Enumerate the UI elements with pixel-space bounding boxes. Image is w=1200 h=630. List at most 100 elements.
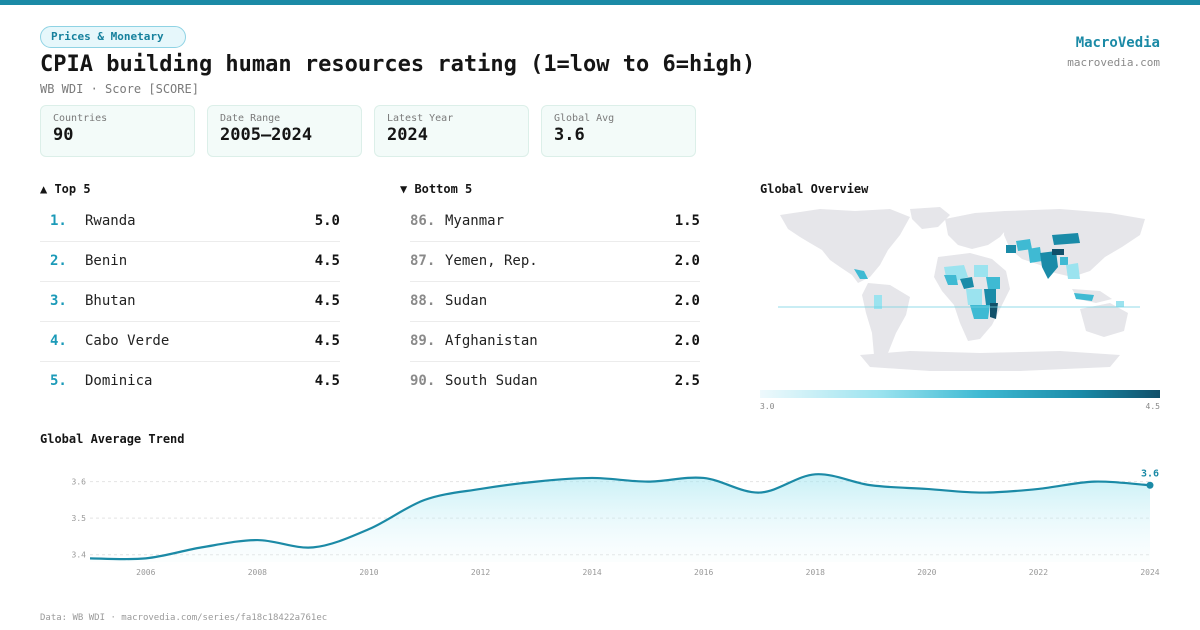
stat-value: 2024 bbox=[387, 125, 428, 145]
country-caucasus bbox=[1006, 245, 1016, 253]
footer-source: Data: WB WDI · macrovedia.com/series/fa1… bbox=[40, 613, 328, 623]
stat-card-countries: Countries 90 bbox=[40, 105, 195, 157]
x-tick-label: 2014 bbox=[582, 568, 601, 577]
list-item[interactable]: 5. Dominica 4.5 bbox=[40, 362, 340, 402]
y-tick-label: 3.4 bbox=[72, 551, 87, 560]
trend-chart: 3.43.53.6 3.6 2006 2008 2010 2012 2014 2016 20… bbox=[72, 468, 1160, 577]
country-ethiopia bbox=[986, 277, 1000, 289]
country-pacific-islands bbox=[1116, 301, 1124, 307]
top5-heading: ▲ Top 5 bbox=[40, 182, 91, 196]
x-tick-label: 2006 bbox=[136, 568, 155, 577]
rank: 89. bbox=[410, 333, 436, 349]
y-tick-label: 3.6 bbox=[72, 478, 87, 487]
world-map-svg bbox=[778, 207, 1145, 371]
score: 5.0 bbox=[314, 213, 340, 229]
list-item[interactable]: 88. Sudan 2.0 bbox=[410, 282, 700, 322]
score: 2.5 bbox=[674, 373, 700, 389]
list-item[interactable]: 1. Rwanda 5.0 bbox=[40, 202, 340, 242]
country-name: South Sudan bbox=[445, 373, 538, 389]
score: 4.5 bbox=[314, 293, 340, 309]
y-tick-label: 3.5 bbox=[72, 514, 87, 523]
x-tick-label: 2024 bbox=[1140, 568, 1159, 577]
country-name: Sudan bbox=[445, 293, 488, 309]
stat-value: 90 bbox=[53, 125, 74, 145]
country-sudan bbox=[974, 265, 988, 277]
rank: 87. bbox=[410, 253, 436, 269]
rank: 5. bbox=[50, 373, 67, 389]
list-item[interactable]: 89. Afghanistan 2.0 bbox=[410, 322, 700, 362]
list-item[interactable]: 3. Bhutan 4.5 bbox=[40, 282, 340, 322]
country-name: Bhutan bbox=[85, 293, 136, 309]
legend-max: 4.5 bbox=[1145, 402, 1160, 411]
rank: 3. bbox=[50, 293, 67, 309]
x-tick-label: 2008 bbox=[248, 568, 267, 577]
trend-end-point[interactable] bbox=[1146, 481, 1154, 489]
country-name: Rwanda bbox=[85, 213, 136, 229]
greenland bbox=[910, 207, 950, 229]
top-accent-bar bbox=[0, 0, 1200, 5]
page-title: CPIA building human resources rating (1=… bbox=[40, 52, 756, 77]
country-indonesia bbox=[1074, 293, 1094, 301]
top5-list: 1. Rwanda 5.0 2. Benin 4.5 3. Bhutan 4.5 4. Cab… bbox=[40, 202, 340, 402]
score: 4.5 bbox=[314, 253, 340, 269]
country-central-africa bbox=[966, 289, 982, 305]
brand-logo[interactable]: MacroVedia bbox=[1075, 35, 1160, 51]
country-bangladesh bbox=[1060, 257, 1068, 265]
trend-end-label: 3.6 bbox=[1141, 468, 1159, 479]
stat-value: 2005–2024 bbox=[220, 125, 313, 145]
x-tick-label: 2018 bbox=[806, 568, 825, 577]
country-name: Dominica bbox=[85, 373, 153, 389]
x-tick-label: 2020 bbox=[917, 568, 936, 577]
country-andes bbox=[874, 295, 882, 309]
list-item[interactable]: 90. South Sudan 2.5 bbox=[410, 362, 700, 402]
rank: 2. bbox=[50, 253, 67, 269]
legend-min: 3.0 bbox=[760, 402, 775, 411]
stat-label: Date Range bbox=[220, 113, 281, 124]
score: 4.5 bbox=[314, 333, 340, 349]
trend-area bbox=[90, 474, 1150, 562]
page-subtitle: WB WDI · Score [SCORE] bbox=[40, 82, 199, 96]
trend-heading: Global Average Trend bbox=[40, 432, 185, 446]
country-mozambique bbox=[990, 303, 998, 319]
list-item[interactable]: 4. Cabo Verde 4.5 bbox=[40, 322, 340, 362]
country-mongolia bbox=[1052, 233, 1080, 245]
country-nepal-bhutan bbox=[1052, 249, 1064, 255]
country-west-africa bbox=[944, 275, 958, 285]
world-map[interactable] bbox=[760, 205, 1160, 380]
list-item[interactable]: 86. Myanmar 1.5 bbox=[410, 202, 700, 242]
list-item[interactable]: 87. Yemen, Rep. 2.0 bbox=[410, 242, 700, 282]
x-tick-label: 2010 bbox=[359, 568, 378, 577]
y-axis-labels: 3.4 3.5 3.6 bbox=[72, 478, 87, 560]
bottom5-list: 86. Myanmar 1.5 87. Yemen, Rep. 2.0 88. Sudan… bbox=[410, 202, 700, 402]
rank: 88. bbox=[410, 293, 436, 309]
country-southern-africa bbox=[970, 305, 990, 319]
list-item[interactable]: 2. Benin 4.5 bbox=[40, 242, 340, 282]
australia bbox=[1080, 303, 1128, 337]
country-pakistan bbox=[1028, 247, 1042, 263]
category-badge[interactable]: Prices & Monetary bbox=[40, 26, 186, 48]
bottom5-heading: ▼ Bottom 5 bbox=[400, 182, 473, 196]
brand-site[interactable]: macrovedia.com bbox=[1067, 56, 1160, 69]
score: 2.0 bbox=[674, 333, 700, 349]
score: 2.0 bbox=[674, 253, 700, 269]
stat-label: Global Avg bbox=[554, 113, 615, 124]
score: 1.5 bbox=[674, 213, 700, 229]
legend-gradient bbox=[760, 390, 1160, 398]
country-name: Benin bbox=[85, 253, 128, 269]
trend-line bbox=[89, 473, 1151, 561]
data-countries bbox=[854, 233, 1124, 319]
x-tick-label: 2022 bbox=[1029, 568, 1048, 577]
country-nigeria bbox=[960, 277, 974, 289]
score: 2.0 bbox=[674, 293, 700, 309]
country-east-africa bbox=[984, 289, 996, 305]
land-masses bbox=[780, 207, 1145, 371]
x-tick-label: 2016 bbox=[694, 568, 713, 577]
country-name: Yemen, Rep. bbox=[445, 253, 538, 269]
stat-label: Countries bbox=[53, 113, 108, 124]
stat-label: Latest Year bbox=[387, 113, 454, 124]
europe bbox=[945, 211, 1010, 249]
country-central-america bbox=[854, 269, 868, 279]
map-heading: Global Overview bbox=[760, 182, 869, 196]
rank: 1. bbox=[50, 213, 67, 229]
x-axis-labels: 2006 2008 2010 2012 2014 2016 2018 2020 2022 2024 bbox=[136, 568, 1160, 577]
